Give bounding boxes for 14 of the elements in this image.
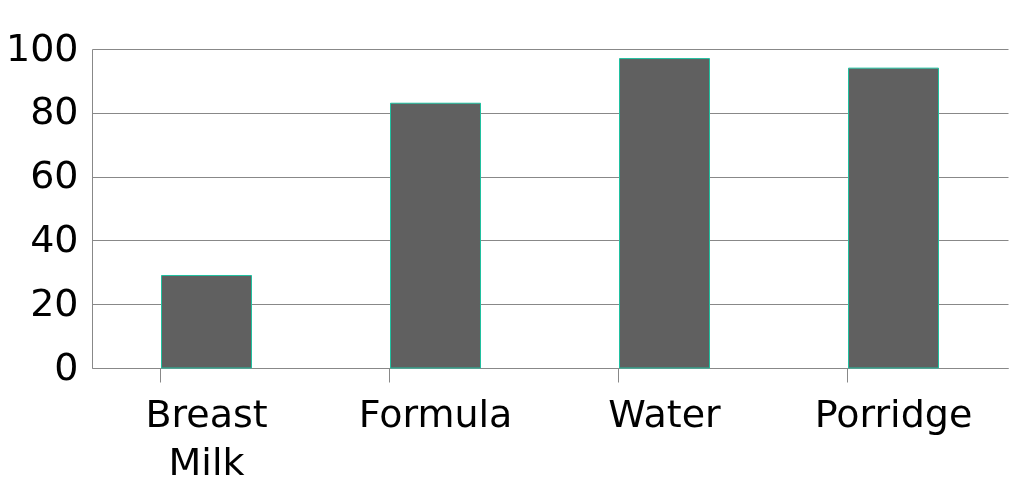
x-tick-label: Formula — [358, 391, 513, 436]
y-tick-label: 80 — [30, 89, 79, 134]
bar — [848, 67, 939, 369]
x-tick-label: Water — [608, 391, 722, 436]
bar — [619, 58, 710, 369]
x-tick-label: Porridge — [814, 391, 973, 436]
y-tick-label: 40 — [30, 216, 79, 261]
y-tick-label: 60 — [30, 153, 79, 198]
bar — [161, 274, 252, 369]
y-tick-label: 20 — [30, 280, 79, 325]
x-tick-label: Breast Milk — [145, 391, 268, 484]
y-tick-label: 0 — [54, 344, 79, 389]
y-tick-label: 100 — [5, 25, 79, 70]
bar — [390, 102, 481, 369]
